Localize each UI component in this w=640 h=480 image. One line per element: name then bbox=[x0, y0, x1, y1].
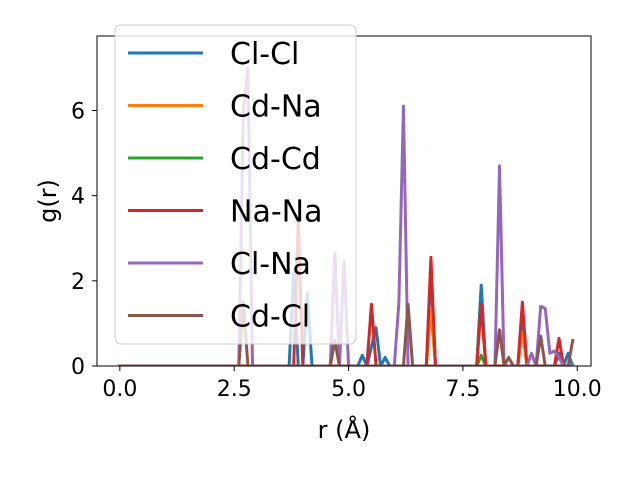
y-tick-label: 0 bbox=[71, 355, 85, 380]
y-tick-label: 4 bbox=[71, 185, 85, 210]
series-line-cd-cl bbox=[118, 300, 575, 366]
y-ticks: 0 2 4 6 bbox=[71, 100, 97, 380]
x-tick-label: 2.5 bbox=[217, 377, 252, 402]
series-line-cd-cd bbox=[118, 353, 575, 366]
x-axis-label: r (Å) bbox=[318, 415, 371, 444]
legend-label-cl-cl: Cl-Cl bbox=[230, 37, 299, 72]
legend-label-na-na: Na-Na bbox=[230, 195, 322, 230]
y-axis-label: g(r) bbox=[34, 179, 62, 223]
y-tick-label: 6 bbox=[71, 100, 85, 125]
legend-label-cl-na: Cl-Na bbox=[230, 247, 311, 282]
x-tick-label: 7.5 bbox=[445, 377, 480, 402]
series-line-cl-na bbox=[118, 66, 575, 366]
x-tick-label: 5.0 bbox=[331, 377, 366, 402]
legend-label-cd-na: Cd-Na bbox=[230, 90, 322, 125]
legend-label-cd-cl: Cd-Cl bbox=[230, 300, 310, 335]
x-tick-label: 10.0 bbox=[553, 377, 602, 402]
legend-box bbox=[114, 24, 357, 345]
x-tick-label: 0.0 bbox=[102, 377, 137, 402]
legend-label-cd-cd: Cd-Cd bbox=[230, 142, 321, 177]
legend: Cl-Cl Cd-Na Cd-Cd Na-Na Cl-Na Cd-Cl bbox=[114, 24, 357, 345]
x-ticks: 0.0 2.5 5.0 7.5 10.0 bbox=[102, 366, 602, 402]
y-tick-label: 2 bbox=[71, 270, 85, 295]
